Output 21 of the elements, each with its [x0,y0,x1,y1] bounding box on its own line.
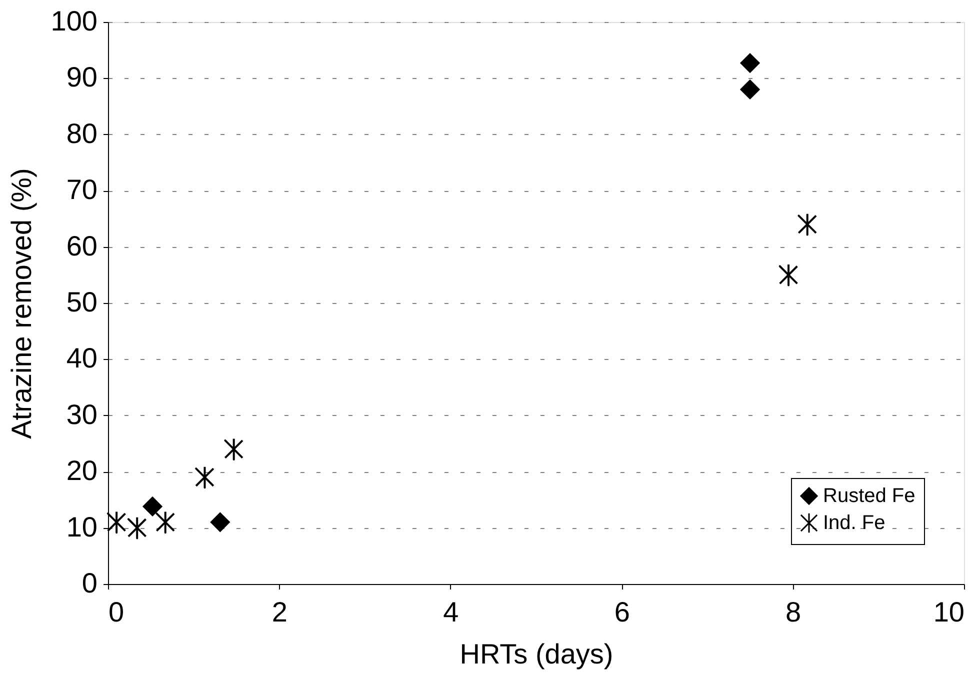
legend-label: Rusted Fe [823,485,916,507]
y-tick-label: 90 [66,62,98,93]
legend-label: Ind. Fe [823,512,886,534]
x-tick-label: 10 [933,596,964,628]
x-tick-label: 6 [614,596,630,628]
y-tick-label: 10 [66,511,98,542]
x-tick-label: 4 [443,596,459,628]
y-tick-label: 70 [66,174,98,206]
x-axis-title: HRTs (days) [460,638,614,670]
x-tick-label: 0 [108,596,124,628]
y-axis-title: Atrazine removed (%) [6,168,37,439]
y-tick-label: 80 [66,118,98,149]
y-tick-label: 40 [66,342,98,374]
x-tick-label: 2 [272,596,288,628]
x-tick-label: 8 [786,596,802,628]
y-tick-label: 60 [66,230,98,262]
y-tick-label: 30 [66,398,98,430]
y-tick-label: 20 [66,455,98,486]
y-tick-label: 0 [82,568,98,598]
y-tick-label: 50 [66,286,98,318]
y-tick-label: 100 [50,6,98,36]
